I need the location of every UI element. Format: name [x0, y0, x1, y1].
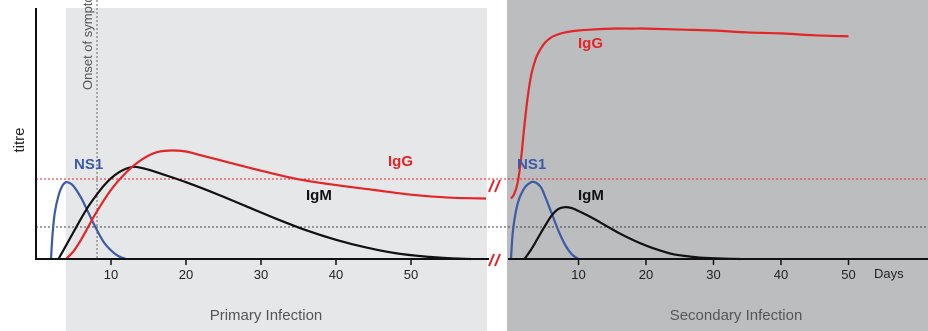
ns1-label-primary: NS1 [74, 156, 103, 173]
igg-label-primary: IgG [388, 153, 413, 170]
x-tick-label-primary-30: 30 [254, 267, 268, 282]
x-tick-label-primary-50: 50 [404, 267, 418, 282]
ns1-curve-primary [49, 180, 127, 261]
igm-curve-primary [57, 165, 472, 261]
axis-break-marks [488, 179, 501, 267]
x-tick-label-primary-10: 10 [104, 267, 118, 282]
x-tick-label-primary-40: 40 [329, 267, 343, 282]
primary-panel-background [66, 8, 487, 331]
tick-layer: 10 20 30 40 50 10 20 30 40 50 [104, 259, 856, 282]
ns1-curve-secondary [509, 180, 580, 260]
secondary-infection-label: Secondary Infection [670, 307, 803, 324]
igg-curve-primary [65, 149, 487, 260]
igg-label-secondary: IgG [578, 35, 603, 52]
igg-curve-secondary [510, 27, 849, 200]
x-axis-title: Days [874, 266, 904, 281]
x-tick-label-primary-20: 20 [179, 267, 193, 282]
x-tick-label-secondary-40: 40 [774, 267, 788, 282]
x-tick-label-secondary-10: 10 [571, 267, 585, 282]
x-tick-label-secondary-50: 50 [841, 267, 855, 282]
primary-infection-label: Primary Infection [210, 307, 323, 324]
igm-label-secondary: IgM [578, 187, 604, 204]
igm-curve-secondary [523, 206, 741, 261]
series-layer [49, 27, 849, 261]
igm-label-primary: IgM [306, 187, 332, 204]
secondary-panel-background [507, 0, 928, 331]
x-tick-label-secondary-30: 30 [706, 267, 720, 282]
ns1-label-secondary: NS1 [517, 156, 546, 173]
onset-of-symptoms-label: Onset of symptoms [80, 0, 95, 90]
x-tick-label-secondary-20: 20 [639, 267, 653, 282]
y-axis-title: titre [11, 127, 28, 152]
